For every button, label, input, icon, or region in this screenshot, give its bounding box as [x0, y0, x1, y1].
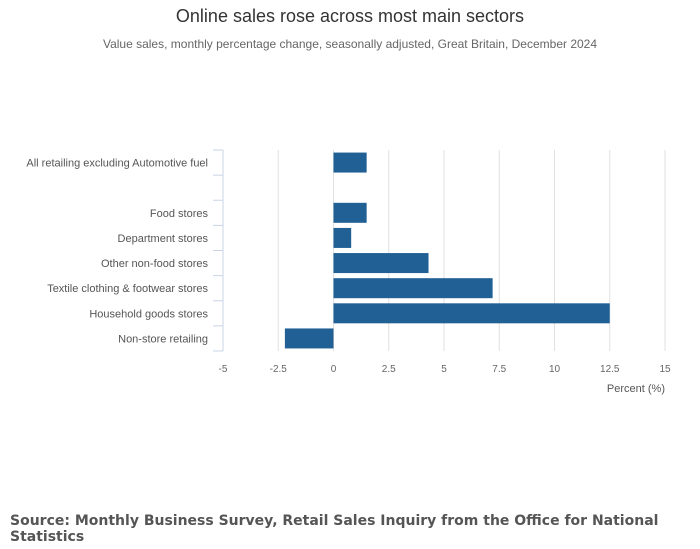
category-label: Household goods stores	[89, 308, 208, 320]
x-tick-label: -5	[219, 364, 228, 375]
bar	[333, 152, 367, 173]
x-tick-label: 15	[659, 364, 671, 375]
category-label: All retailing excluding Automotive fuel	[26, 158, 208, 170]
category-label: Non-store retailing	[118, 333, 208, 345]
bar	[333, 202, 367, 223]
source-note: Source: Monthly Business Survey, Retail …	[10, 513, 659, 545]
x-tick-label: 12.5	[600, 364, 620, 375]
bar	[333, 278, 493, 299]
x-axis-title: Percent (%)	[607, 383, 665, 395]
x-tick-label: 10	[549, 364, 561, 375]
category-label: Other non-food stores	[101, 258, 209, 270]
category-label: Department stores	[118, 233, 209, 245]
bar	[333, 253, 429, 274]
chart-subtitle: Value sales, monthly percentage change, …	[102, 37, 598, 51]
bar	[284, 328, 334, 349]
category-label: Food stores	[150, 208, 209, 220]
bar	[333, 303, 610, 324]
y-axis-ticks	[213, 149, 224, 352]
x-tick-label: 5	[441, 364, 447, 375]
category-label: Textile clothing & footwear stores	[47, 283, 208, 295]
x-tick-label: 7.5	[492, 364, 506, 375]
x-axis-tick-labels: -5 -2.5 0 2.5 5 7.5 10 12.5 15	[219, 364, 671, 375]
x-tick-label: -2.5	[270, 364, 288, 375]
bar	[333, 227, 352, 248]
bars	[284, 152, 610, 349]
chart-title: Online sales rose across most main secto…	[175, 6, 525, 26]
category-labels: All retailing excluding Automotive fuel F…	[26, 158, 208, 346]
x-tick-label: 0	[331, 364, 337, 375]
x-tick-label: 2.5	[382, 364, 396, 375]
